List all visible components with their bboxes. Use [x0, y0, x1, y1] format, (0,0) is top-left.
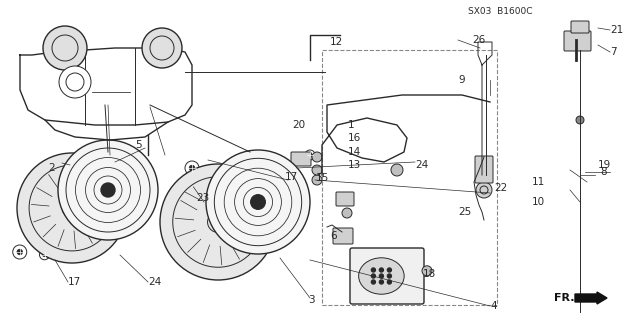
Circle shape — [342, 208, 352, 218]
Circle shape — [17, 249, 23, 255]
Circle shape — [189, 165, 195, 171]
FancyBboxPatch shape — [564, 31, 591, 51]
Circle shape — [372, 280, 375, 284]
Text: 2: 2 — [48, 163, 55, 173]
Circle shape — [312, 152, 322, 162]
Text: 26: 26 — [472, 35, 485, 45]
FancyBboxPatch shape — [291, 152, 311, 166]
Circle shape — [372, 274, 375, 278]
Circle shape — [387, 274, 391, 278]
Circle shape — [379, 274, 384, 278]
Circle shape — [86, 173, 91, 177]
FancyBboxPatch shape — [475, 156, 493, 183]
Circle shape — [379, 280, 384, 284]
FancyArrow shape — [575, 292, 607, 304]
Circle shape — [185, 161, 199, 175]
Text: 22: 22 — [494, 183, 507, 193]
FancyBboxPatch shape — [336, 192, 354, 206]
Text: 5: 5 — [135, 140, 141, 150]
Text: FR.: FR. — [554, 293, 574, 303]
Text: 17: 17 — [285, 172, 298, 182]
Text: 3: 3 — [308, 295, 314, 305]
Circle shape — [13, 245, 27, 259]
Ellipse shape — [359, 258, 404, 294]
FancyBboxPatch shape — [333, 228, 353, 244]
Circle shape — [84, 170, 93, 180]
FancyBboxPatch shape — [571, 21, 589, 33]
Text: 16: 16 — [348, 133, 361, 143]
Circle shape — [576, 116, 584, 124]
Circle shape — [372, 268, 375, 272]
Text: 13: 13 — [348, 160, 361, 170]
Text: 9: 9 — [458, 75, 465, 85]
Circle shape — [68, 204, 77, 212]
Circle shape — [59, 66, 91, 98]
Text: 8: 8 — [600, 167, 607, 177]
Text: 11: 11 — [532, 177, 545, 187]
Circle shape — [422, 266, 432, 276]
Text: 15: 15 — [316, 173, 329, 183]
Circle shape — [17, 153, 127, 263]
Circle shape — [391, 164, 403, 176]
Text: 6: 6 — [330, 231, 337, 241]
Circle shape — [214, 217, 223, 227]
Text: 24: 24 — [415, 160, 428, 170]
Text: 10: 10 — [532, 197, 545, 207]
Circle shape — [387, 268, 391, 272]
Text: 18: 18 — [423, 269, 436, 279]
Circle shape — [305, 150, 315, 160]
Circle shape — [312, 175, 322, 185]
Circle shape — [58, 140, 158, 240]
Text: 1: 1 — [348, 120, 354, 130]
Circle shape — [308, 153, 312, 157]
Text: 14: 14 — [348, 147, 361, 157]
Circle shape — [42, 253, 46, 257]
Text: 21: 21 — [610, 25, 623, 35]
Text: 25: 25 — [458, 207, 471, 217]
Text: 20: 20 — [292, 120, 305, 130]
Circle shape — [476, 182, 492, 198]
Circle shape — [290, 170, 294, 174]
Text: 17: 17 — [68, 277, 81, 287]
Circle shape — [250, 195, 265, 209]
Circle shape — [39, 250, 49, 260]
FancyBboxPatch shape — [350, 248, 424, 304]
Circle shape — [101, 183, 115, 197]
Circle shape — [312, 165, 322, 175]
Text: 12: 12 — [330, 37, 343, 47]
Text: 7: 7 — [610, 47, 617, 57]
Text: 24: 24 — [148, 277, 161, 287]
Text: 19: 19 — [598, 160, 611, 170]
Text: SX03  B1600C: SX03 B1600C — [468, 7, 533, 17]
Circle shape — [387, 280, 391, 284]
Text: 23: 23 — [196, 193, 209, 203]
Circle shape — [43, 26, 87, 70]
Circle shape — [160, 164, 276, 280]
Circle shape — [206, 150, 310, 254]
Text: 4: 4 — [490, 301, 496, 311]
Circle shape — [142, 28, 182, 68]
Circle shape — [287, 167, 297, 177]
Circle shape — [379, 268, 384, 272]
